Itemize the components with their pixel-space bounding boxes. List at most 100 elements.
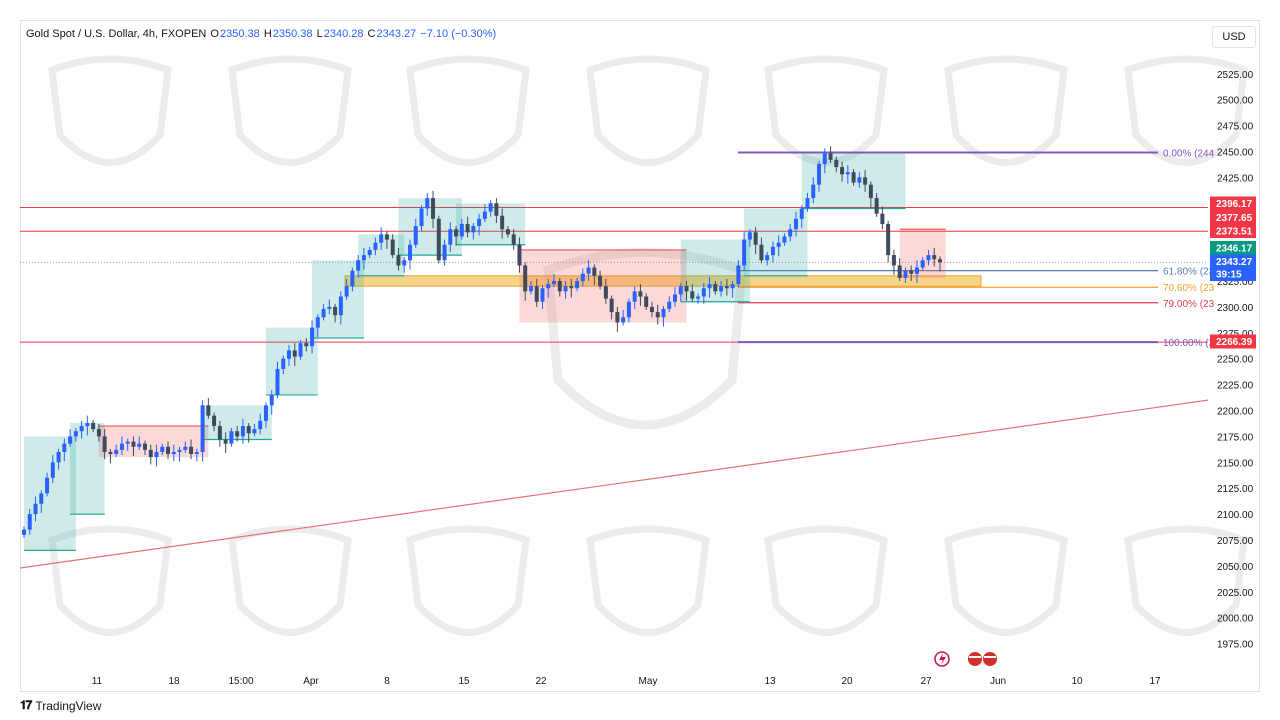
candle[interactable] bbox=[73, 428, 78, 442]
candle[interactable] bbox=[868, 181, 873, 208]
candle[interactable] bbox=[845, 164, 850, 184]
candle[interactable] bbox=[431, 190, 436, 229]
candle[interactable] bbox=[448, 221, 453, 252]
candle[interactable] bbox=[160, 443, 165, 456]
candle[interactable] bbox=[413, 218, 418, 248]
candle[interactable] bbox=[373, 237, 378, 256]
candle[interactable] bbox=[114, 444, 119, 458]
candle[interactable] bbox=[79, 420, 84, 439]
candle[interactable] bbox=[488, 200, 493, 217]
candle[interactable] bbox=[471, 222, 476, 240]
candle[interactable] bbox=[379, 227, 384, 250]
candle[interactable] bbox=[649, 301, 654, 318]
candle[interactable] bbox=[396, 247, 401, 271]
candle[interactable] bbox=[753, 227, 758, 255]
candle[interactable] bbox=[528, 281, 533, 295]
candle[interactable] bbox=[390, 234, 395, 259]
candle[interactable] bbox=[292, 343, 297, 366]
candle[interactable] bbox=[552, 273, 557, 288]
candle[interactable] bbox=[661, 305, 666, 327]
candle[interactable] bbox=[275, 361, 280, 399]
candle[interactable] bbox=[436, 215, 441, 264]
candle[interactable] bbox=[586, 260, 591, 281]
candle[interactable] bbox=[563, 281, 568, 299]
candle[interactable] bbox=[258, 413, 263, 435]
candle[interactable] bbox=[166, 441, 171, 460]
candle[interactable] bbox=[770, 241, 775, 263]
candle[interactable] bbox=[603, 278, 608, 304]
candle[interactable] bbox=[644, 293, 649, 311]
tradingview-logo[interactable]: 𝟏𝟕 TradingView bbox=[20, 698, 101, 713]
candle[interactable] bbox=[315, 314, 320, 337]
candle[interactable] bbox=[672, 287, 677, 307]
candle[interactable] bbox=[240, 418, 245, 444]
candle[interactable] bbox=[632, 286, 637, 309]
candle[interactable] bbox=[684, 281, 689, 301]
candle[interactable] bbox=[730, 281, 735, 298]
candle[interactable] bbox=[914, 260, 919, 284]
candle[interactable] bbox=[534, 278, 539, 307]
candle[interactable] bbox=[102, 429, 107, 460]
candle[interactable] bbox=[909, 265, 914, 281]
candle[interactable] bbox=[189, 439, 194, 460]
candle[interactable] bbox=[200, 400, 205, 462]
candle[interactable] bbox=[269, 389, 274, 415]
candle[interactable] bbox=[932, 247, 937, 267]
candle[interactable] bbox=[142, 440, 147, 456]
candle[interactable] bbox=[938, 256, 942, 272]
candle[interactable] bbox=[678, 283, 683, 302]
candle[interactable] bbox=[874, 192, 879, 217]
candle[interactable] bbox=[598, 270, 603, 290]
candle[interactable] bbox=[407, 239, 412, 270]
candle[interactable] bbox=[891, 249, 896, 275]
candle[interactable] bbox=[338, 291, 343, 325]
candle[interactable] bbox=[569, 278, 574, 298]
candle[interactable] bbox=[137, 436, 142, 450]
candle[interactable] bbox=[811, 177, 816, 204]
candle[interactable] bbox=[793, 211, 798, 237]
candle[interactable] bbox=[367, 246, 372, 259]
demand-zone[interactable] bbox=[344, 275, 982, 287]
candle[interactable] bbox=[609, 295, 614, 320]
candle[interactable] bbox=[194, 448, 199, 462]
candle[interactable] bbox=[505, 226, 510, 238]
candle[interactable] bbox=[805, 192, 810, 212]
candle[interactable] bbox=[926, 249, 931, 266]
candle[interactable] bbox=[119, 436, 124, 456]
candle[interactable] bbox=[454, 226, 459, 246]
candle[interactable] bbox=[281, 355, 286, 375]
candle[interactable] bbox=[22, 526, 26, 538]
candle[interactable] bbox=[782, 233, 787, 246]
candle[interactable] bbox=[592, 264, 597, 286]
candle[interactable] bbox=[500, 208, 505, 239]
lightning-event-icon[interactable] bbox=[934, 651, 950, 667]
candle[interactable] bbox=[765, 251, 770, 266]
candle[interactable] bbox=[263, 402, 268, 429]
candle[interactable] bbox=[736, 260, 741, 288]
candle[interactable] bbox=[131, 436, 136, 457]
candle[interactable] bbox=[834, 156, 839, 173]
candle[interactable] bbox=[27, 508, 32, 535]
candle[interactable] bbox=[56, 448, 61, 470]
candle[interactable] bbox=[540, 285, 545, 309]
candle[interactable] bbox=[546, 278, 551, 298]
candle[interactable] bbox=[217, 420, 222, 447]
candle[interactable] bbox=[707, 276, 712, 298]
candle[interactable] bbox=[880, 206, 885, 230]
candle[interactable] bbox=[235, 426, 240, 442]
candle[interactable] bbox=[557, 277, 562, 297]
candle[interactable] bbox=[108, 448, 113, 464]
candle[interactable] bbox=[246, 422, 251, 443]
candle[interactable] bbox=[442, 239, 447, 266]
candle[interactable] bbox=[667, 296, 672, 313]
candle[interactable] bbox=[621, 310, 626, 326]
candle[interactable] bbox=[148, 444, 153, 465]
candle[interactable] bbox=[863, 170, 868, 192]
candle[interactable] bbox=[50, 455, 55, 484]
candle[interactable] bbox=[402, 257, 407, 273]
candle[interactable] bbox=[903, 267, 908, 284]
trendline[interactable] bbox=[19, 399, 1209, 569]
candle[interactable] bbox=[828, 146, 833, 163]
candle[interactable] bbox=[206, 398, 211, 419]
